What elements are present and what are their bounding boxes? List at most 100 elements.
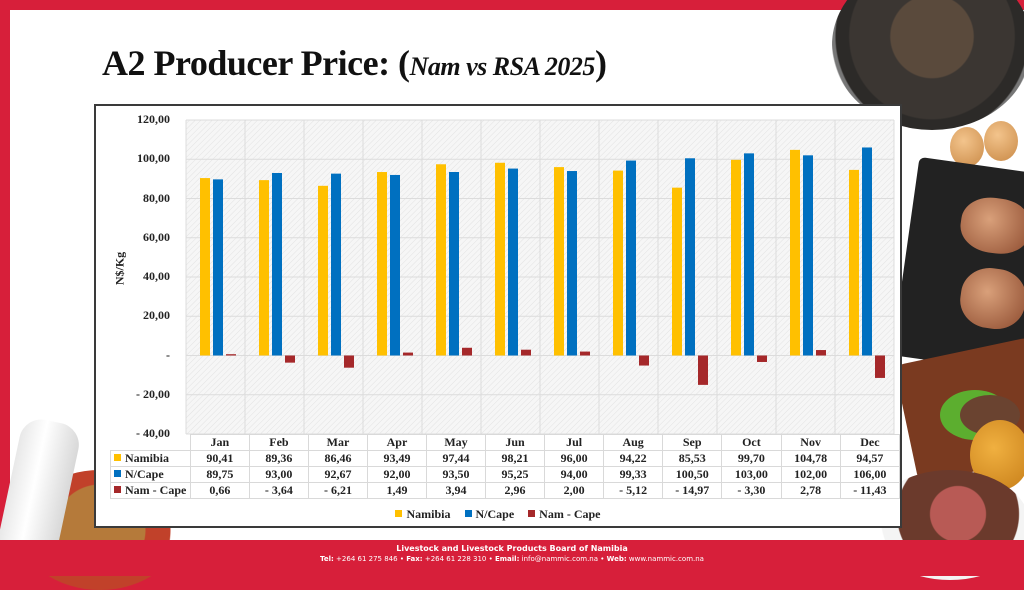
data-label: 104,78 <box>780 450 841 467</box>
bar-n-cape-aug <box>626 160 636 356</box>
eggs-image <box>950 121 1020 170</box>
bar-nam-cape-feb <box>285 355 295 363</box>
bar-n-cape-nov <box>803 155 813 356</box>
y-tick-label: 20,00 <box>143 308 170 323</box>
data-label: 92,67 <box>307 466 368 483</box>
tel-label: Tel: <box>320 555 334 563</box>
series-name: Namibia <box>125 451 170 465</box>
y-tick-label: 120,00 <box>137 112 170 126</box>
bar-n-cape-jun <box>508 168 518 356</box>
x-tick-label: Feb <box>248 434 309 451</box>
data-label: 99,70 <box>721 450 782 467</box>
legend-item: Nam - Cape <box>528 507 601 522</box>
legend-item: Namibia <box>395 507 451 522</box>
x-tick-label: Mar <box>307 434 368 451</box>
fax-label: Fax: <box>406 555 423 563</box>
data-label: 106,00 <box>839 466 901 483</box>
bar-namibia-aug <box>613 170 623 356</box>
table-row-header: Nam - Cape <box>110 482 191 499</box>
bar-nam-cape-jul <box>580 351 590 356</box>
bar-n-cape-oct <box>744 153 754 356</box>
bar-namibia-mar <box>318 185 328 356</box>
bar-namibia-may <box>436 164 446 356</box>
web-link[interactable]: www.nammic.com.na <box>628 555 704 563</box>
table-row-header: Namibia <box>110 450 191 467</box>
bar-nam-cape-jun <box>521 349 531 356</box>
bar-n-cape-may <box>449 172 459 356</box>
separator: • <box>488 555 493 563</box>
separator: • <box>399 555 404 563</box>
bar-nam-cape-may <box>462 347 472 356</box>
data-label: 102,00 <box>780 466 841 483</box>
bar-nam-cape-nov <box>816 350 826 356</box>
legend-swatch-icon <box>395 510 403 517</box>
data-label: 3,94 <box>425 482 487 499</box>
plot-area <box>185 119 895 435</box>
steak-icon <box>957 193 1024 258</box>
bars <box>200 147 885 385</box>
bar-n-cape-jan <box>213 179 223 356</box>
fax-value: +264 61 228 310 <box>424 555 487 563</box>
data-label: 103,00 <box>721 466 782 483</box>
bar-namibia-jan <box>200 178 210 356</box>
legend-key-icon <box>114 486 121 493</box>
table-row: Nam - Cape 0,66- 3,64- 6,21 1,49 3,94 2,96 2,… <box>110 482 901 499</box>
data-label: 94,57 <box>839 450 901 467</box>
data-label: 93,49 <box>366 450 428 467</box>
x-tick-label: Jun <box>485 434 546 451</box>
bar-namibia-apr <box>377 172 387 356</box>
data-table: Jan Feb Mar Apr May Jun Jul Aug Sep Oct Nov Dec Nami… <box>110 434 901 499</box>
x-tick-label: Jan <box>189 434 250 451</box>
bar-n-cape-dec <box>862 147 872 356</box>
data-label: - 3,64 <box>248 482 309 499</box>
bar-namibia-dec <box>849 169 859 356</box>
data-label: 100,50 <box>662 466 723 483</box>
data-label: 1,49 <box>366 482 428 499</box>
data-label: 96,00 <box>544 450 605 467</box>
footer-contact: Tel: +264 61 275 846 • Fax: +264 61 228 … <box>0 555 1024 563</box>
y-tick-label: - <box>166 347 170 362</box>
egg-icon <box>984 121 1018 161</box>
footer-org-name: Livestock and Livestock Products Board o… <box>396 544 628 553</box>
x-tick-label: Nov <box>780 434 841 451</box>
data-label: 90,41 <box>189 450 250 467</box>
data-label: 2,78 <box>780 482 841 499</box>
data-label: 86,46 <box>307 450 368 467</box>
x-tick-label: Dec <box>839 434 901 451</box>
title-main: A2 Producer Price: ( <box>102 43 410 83</box>
bar-namibia-oct <box>731 159 741 356</box>
data-label: - 14,97 <box>662 482 723 499</box>
legend-swatch-icon <box>528 510 536 517</box>
web-label: Web: <box>606 555 627 563</box>
bar-nam-cape-dec <box>875 355 885 378</box>
tel-value: +264 61 275 846 <box>336 555 398 563</box>
data-label: - 6,21 <box>307 482 368 499</box>
data-label: 94,22 <box>603 450 664 467</box>
data-label: 94,00 <box>544 466 605 483</box>
y-tick-label: 100,00 <box>137 151 170 166</box>
y-tick-label: - 20,00 <box>136 386 170 401</box>
page-title: A2 Producer Price: (Nam vs RSA 2025) <box>102 42 607 84</box>
bar-nam-cape-oct <box>757 355 767 362</box>
title-subtitle: Nam vs RSA 2025 <box>409 52 596 81</box>
bar-nam-cape-sep <box>698 355 708 385</box>
data-label: 89,75 <box>189 466 250 483</box>
table-corner <box>110 434 191 451</box>
x-tick-label: Aug <box>603 434 664 451</box>
data-label: 99,33 <box>603 466 664 483</box>
x-tick-label: Oct <box>721 434 782 451</box>
data-label: 95,25 <box>485 466 546 483</box>
egg-icon <box>950 127 984 167</box>
bar-namibia-jun <box>495 162 505 356</box>
data-label: - 5,12 <box>603 482 664 499</box>
email-link[interactable]: info@nammic.com.na <box>521 555 599 563</box>
bar-nam-cape-mar <box>344 355 354 368</box>
bar-nam-cape-jan <box>226 354 236 356</box>
series-name: Nam - Cape <box>125 483 187 497</box>
data-label: 2,00 <box>544 482 605 499</box>
data-label: 98,21 <box>485 450 546 467</box>
email-label: Email: <box>494 555 520 563</box>
table-header-row: Jan Feb Mar Apr May Jun Jul Aug Sep Oct Nov Dec <box>110 434 901 451</box>
table-row: N/Cape 89,75 93,00 92,67 92,00 93,50 95,25 94,0… <box>110 466 901 483</box>
legend-key-icon <box>114 454 121 461</box>
